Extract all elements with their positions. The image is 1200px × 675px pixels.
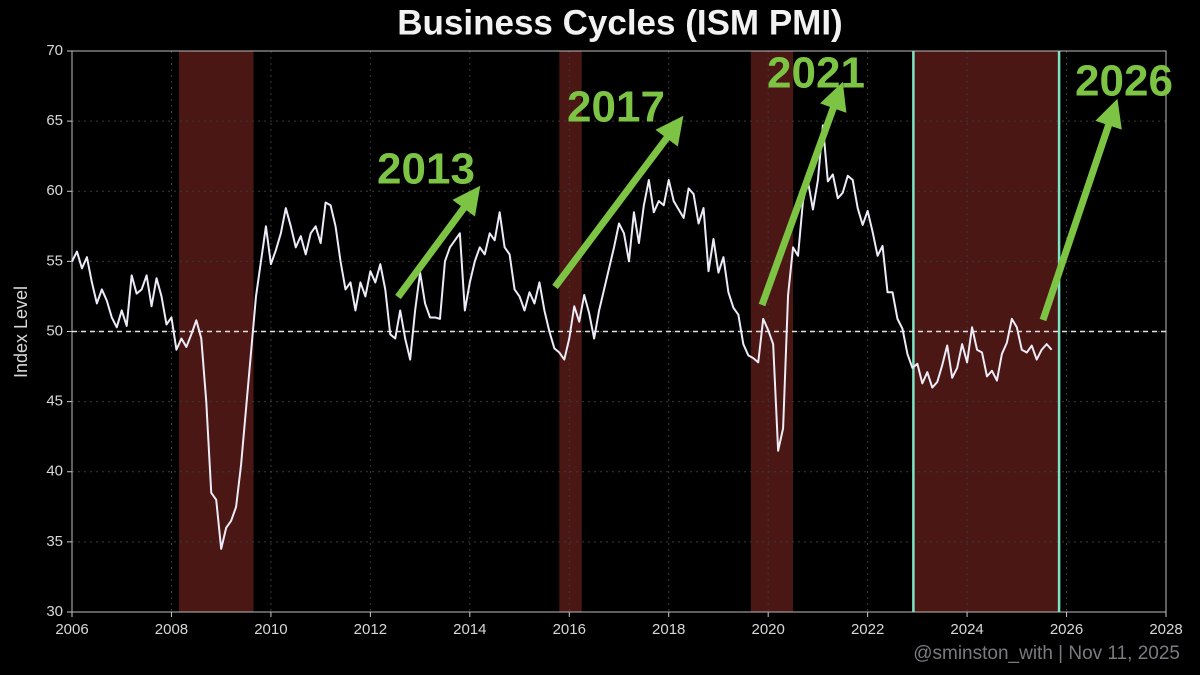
x-tick-label: 2026 bbox=[1050, 621, 1083, 638]
x-tick-label: 2006 bbox=[55, 621, 88, 638]
annotation-arrow bbox=[1039, 98, 1122, 322]
y-tick-label: 55 bbox=[46, 252, 63, 269]
x-tick-label: 2016 bbox=[553, 621, 586, 638]
y-tick-label: 40 bbox=[46, 463, 63, 480]
y-tick-label: 70 bbox=[46, 42, 63, 59]
annotation: 2021 bbox=[767, 49, 865, 98]
x-tick-label: 2014 bbox=[453, 621, 486, 638]
x-tick-label: 2010 bbox=[254, 621, 287, 638]
data-line bbox=[71, 124, 1053, 550]
annotation-arrow bbox=[552, 115, 684, 290]
y-tick-label: 35 bbox=[46, 533, 63, 550]
x-tick-label: 2020 bbox=[751, 621, 784, 638]
y-tick-label: 60 bbox=[46, 182, 63, 199]
y-tick-label: 50 bbox=[46, 322, 63, 339]
y-tick-label: 65 bbox=[46, 112, 63, 129]
annotation: 2013 bbox=[377, 145, 475, 194]
annotation: 2026 bbox=[1075, 57, 1173, 106]
x-tick-label: 2024 bbox=[950, 621, 983, 638]
x-tick-label: 2008 bbox=[155, 621, 188, 638]
x-tick-label: 2028 bbox=[1149, 621, 1182, 638]
annotation-arrow bbox=[758, 81, 847, 307]
y-axis-label: Index Level bbox=[11, 286, 31, 378]
chart-title: Business Cycles (ISM PMI) bbox=[397, 3, 842, 42]
y-tick-label: 45 bbox=[46, 393, 63, 410]
y-tick-label: 30 bbox=[46, 603, 63, 620]
annotation: 2017 bbox=[567, 83, 665, 132]
x-tick-label: 2012 bbox=[354, 621, 387, 638]
annotation-arrow bbox=[395, 185, 481, 300]
source: @sminston_with | Nov 11, 2025 bbox=[913, 643, 1180, 664]
x-tick-label: 2022 bbox=[851, 621, 884, 638]
x-tick-label: 2018 bbox=[652, 621, 685, 638]
